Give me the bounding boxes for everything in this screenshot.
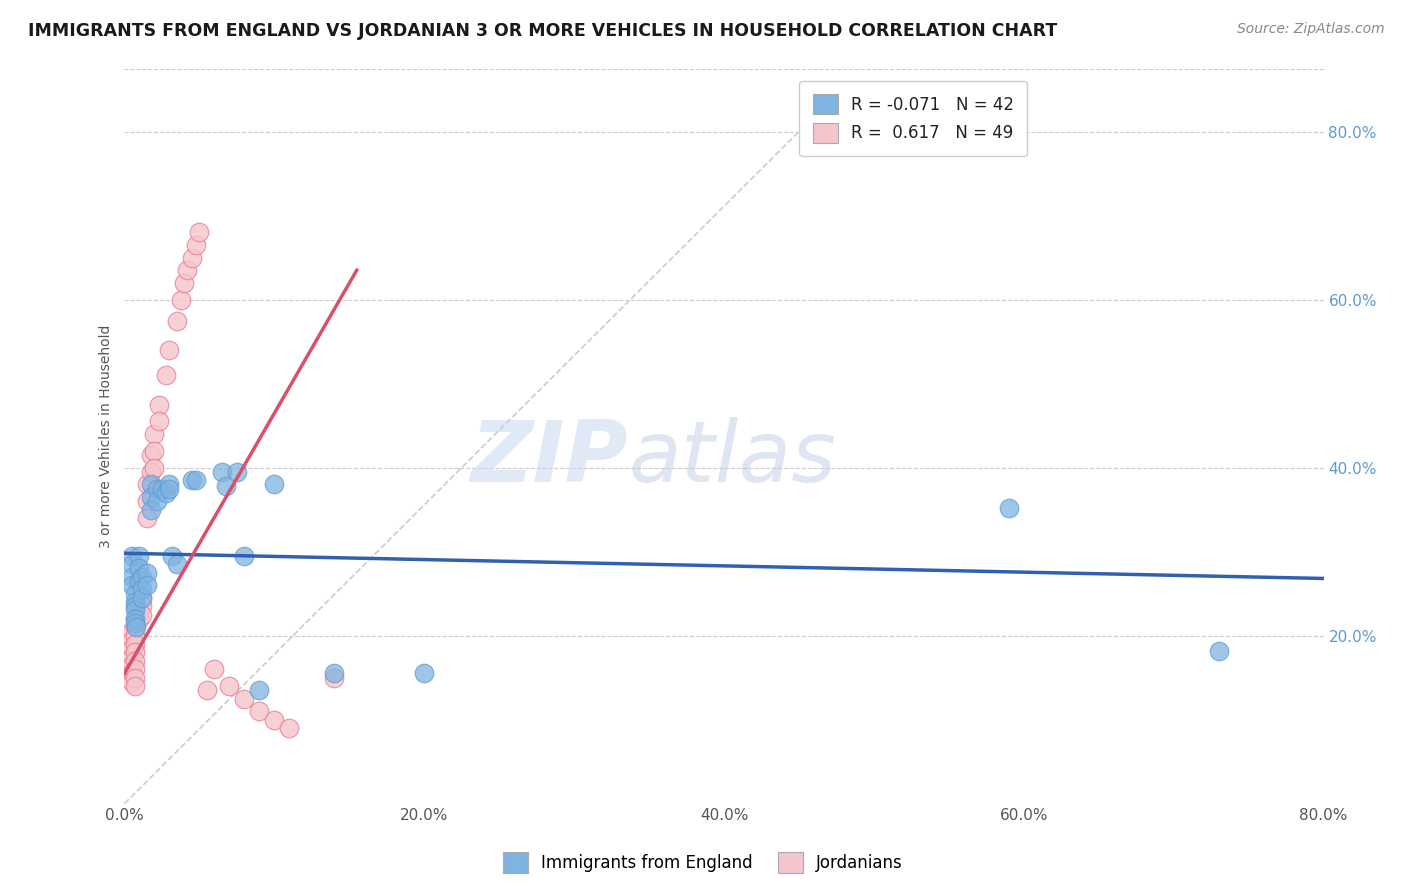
Point	[125, 620, 148, 634]
Point	[128, 574, 150, 588]
Point	[124, 654, 146, 668]
Point	[143, 427, 166, 442]
Point	[141, 490, 163, 504]
Point	[211, 465, 233, 479]
Point	[1208, 644, 1230, 658]
Point	[186, 473, 208, 487]
Point	[128, 595, 150, 609]
Point	[215, 479, 238, 493]
Point	[128, 549, 150, 563]
Point	[141, 502, 163, 516]
Legend: R = -0.071   N = 42, R =  0.617   N = 49: R = -0.071 N = 42, R = 0.617 N = 49	[800, 80, 1028, 156]
Point	[146, 494, 169, 508]
Point	[131, 599, 153, 614]
Point	[188, 225, 211, 239]
Point	[323, 671, 346, 685]
Point	[121, 666, 143, 681]
Point	[173, 276, 195, 290]
Point	[233, 691, 256, 706]
Point	[124, 645, 146, 659]
Point	[124, 603, 146, 617]
Point	[166, 313, 188, 327]
Point	[176, 263, 198, 277]
Point	[121, 578, 143, 592]
Point	[121, 570, 143, 584]
Point	[247, 683, 270, 698]
Point	[155, 485, 177, 500]
Legend: Immigrants from England, Jordanians: Immigrants from England, Jordanians	[496, 846, 910, 880]
Point	[121, 641, 143, 656]
Point	[202, 662, 225, 676]
Point	[124, 615, 146, 630]
Point	[131, 582, 153, 597]
Point	[136, 494, 159, 508]
Point	[131, 591, 153, 605]
Point	[162, 549, 184, 563]
Point	[181, 473, 204, 487]
Text: IMMIGRANTS FROM ENGLAND VS JORDANIAN 3 OR MORE VEHICLES IN HOUSEHOLD CORRELATION: IMMIGRANTS FROM ENGLAND VS JORDANIAN 3 O…	[28, 22, 1057, 40]
Point	[121, 624, 143, 639]
Point	[124, 662, 146, 676]
Point	[263, 713, 285, 727]
Point	[124, 671, 146, 685]
Point	[413, 666, 436, 681]
Point	[150, 482, 173, 496]
Point	[124, 612, 146, 626]
Point	[233, 549, 256, 563]
Text: ZIP: ZIP	[471, 417, 628, 500]
Point	[159, 482, 181, 496]
Point	[131, 591, 153, 605]
Point	[128, 612, 150, 626]
Point	[278, 721, 301, 735]
Point	[155, 368, 177, 383]
Point	[218, 679, 240, 693]
Point	[136, 477, 159, 491]
Point	[136, 511, 159, 525]
Point	[124, 629, 146, 643]
Point	[141, 465, 163, 479]
Point	[124, 620, 146, 634]
Point	[124, 595, 146, 609]
Point	[124, 612, 146, 626]
Point	[121, 658, 143, 673]
Point	[121, 674, 143, 689]
Point	[128, 603, 150, 617]
Point	[124, 679, 146, 693]
Point	[148, 414, 170, 428]
Point	[195, 683, 218, 698]
Y-axis label: 3 or more Vehicles in Household: 3 or more Vehicles in Household	[100, 325, 114, 548]
Point	[263, 477, 285, 491]
Text: Source: ZipAtlas.com: Source: ZipAtlas.com	[1237, 22, 1385, 37]
Point	[146, 482, 169, 496]
Point	[159, 477, 181, 491]
Point	[141, 477, 163, 491]
Text: atlas: atlas	[628, 417, 837, 500]
Point	[170, 293, 193, 307]
Point	[121, 557, 143, 571]
Point	[124, 637, 146, 651]
Point	[124, 599, 146, 614]
Point	[998, 500, 1021, 515]
Point	[247, 704, 270, 718]
Point	[143, 460, 166, 475]
Point	[121, 549, 143, 563]
Point	[131, 607, 153, 622]
Point	[148, 398, 170, 412]
Point	[143, 443, 166, 458]
Point	[323, 666, 346, 681]
Point	[136, 578, 159, 592]
Point	[131, 570, 153, 584]
Point	[121, 649, 143, 664]
Point	[186, 238, 208, 252]
Point	[225, 465, 247, 479]
Point	[121, 632, 143, 647]
Point	[166, 557, 188, 571]
Point	[141, 448, 163, 462]
Point	[124, 586, 146, 600]
Point	[128, 561, 150, 575]
Point	[136, 566, 159, 580]
Point	[159, 343, 181, 357]
Point	[181, 251, 204, 265]
